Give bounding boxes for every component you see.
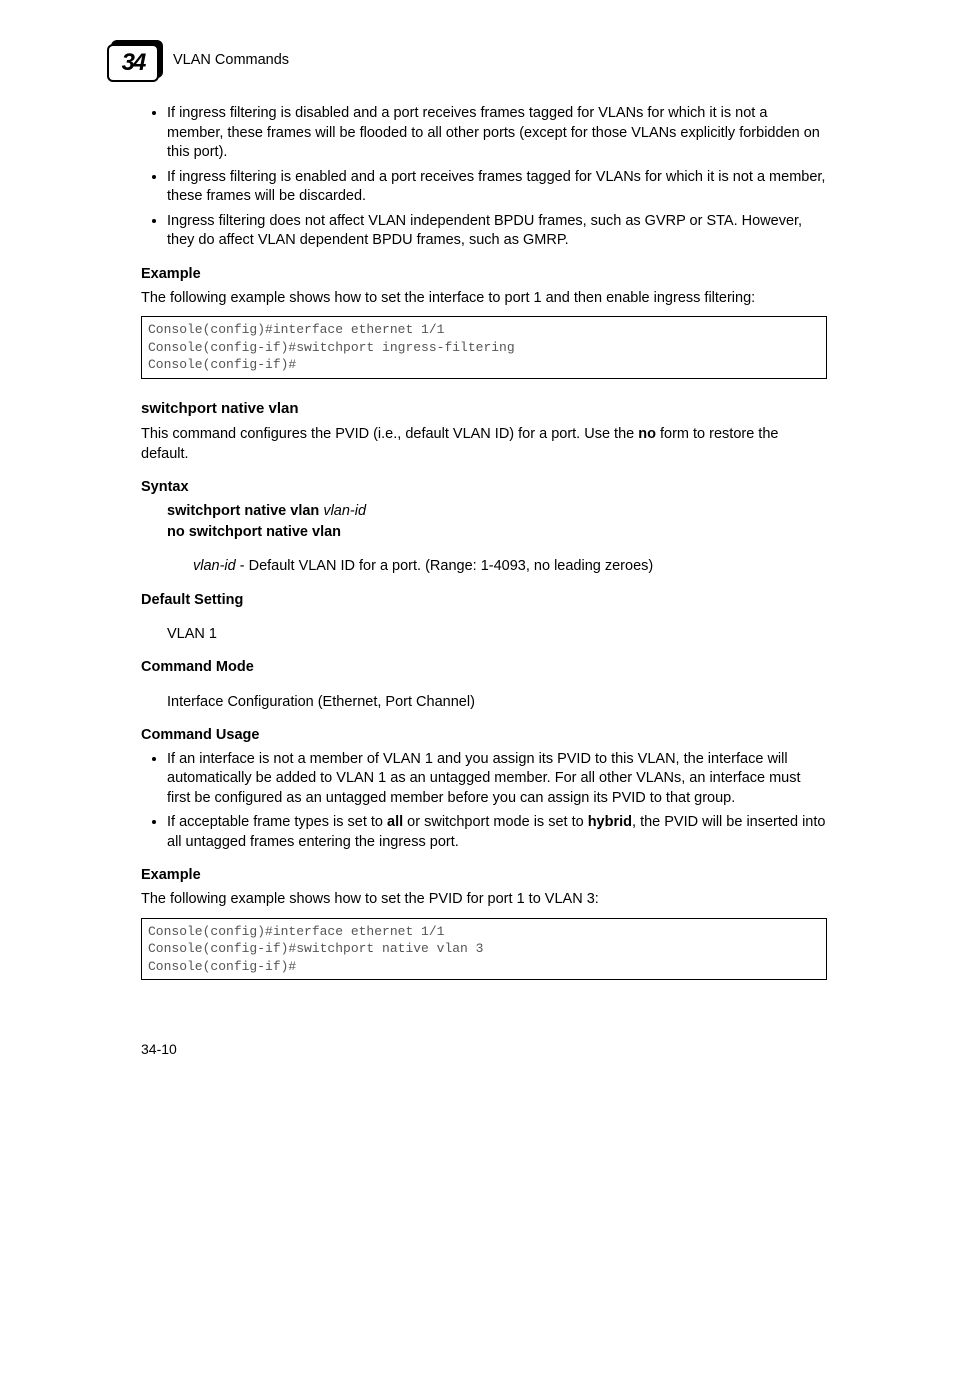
example-text: The following example shows how to set t…	[141, 289, 827, 309]
default-setting-value: VLAN 1	[167, 625, 827, 645]
syntax-cmd: switchport native vlan	[167, 503, 323, 519]
chapter-badge: 34	[107, 40, 165, 82]
command-mode-value: Interface Configuration (Ethernet, Port …	[167, 693, 827, 713]
syntax-heading: Syntax	[141, 478, 827, 498]
code-block: Console(config)#interface ethernet 1/1 C…	[141, 316, 827, 379]
bullet-item: If ingress filtering is disabled and a p…	[167, 104, 827, 163]
page-header: 34 VLAN Commands	[107, 40, 827, 82]
syntax-desc: vlan-id - Default VLAN ID for a port. (R…	[193, 557, 827, 577]
badge-number: 34	[107, 44, 159, 82]
command-usage-bullets: If an interface is not a member of VLAN …	[141, 750, 827, 853]
syntax-arg: vlan-id	[323, 503, 366, 519]
syntax-line: switchport native vlan vlan-id	[167, 502, 827, 522]
command-mode-heading: Command Mode	[141, 658, 827, 678]
intro-text: This command configures the PVID (i.e., …	[141, 426, 638, 442]
bullet-item: If ingress filtering is enabled and a po…	[167, 168, 827, 207]
syntax-line: no switchport native vlan	[167, 523, 827, 543]
bullet-text: If acceptable frame types is set to	[167, 814, 387, 830]
default-setting-heading: Default Setting	[141, 591, 827, 611]
command-usage-heading: Command Usage	[141, 726, 827, 746]
example-heading: Example	[141, 866, 827, 886]
code-block: Console(config)#interface ethernet 1/1 C…	[141, 918, 827, 981]
bullet-item: Ingress filtering does not affect VLAN i…	[167, 212, 827, 251]
bullet-bold: all	[387, 814, 403, 830]
syntax-lines: switchport native vlan vlan-id no switch…	[167, 502, 827, 543]
bullet-text: or switchport mode is set to	[403, 814, 588, 830]
intro-bold: no	[638, 426, 656, 442]
example-text: The following example shows how to set t…	[141, 890, 827, 910]
bullet-item: If an interface is not a member of VLAN …	[167, 750, 827, 809]
page: 34 VLAN Commands If ingress filtering is…	[67, 0, 887, 1119]
subsection-intro: This command configures the PVID (i.e., …	[141, 425, 827, 464]
header-title: VLAN Commands	[173, 51, 289, 71]
syntax-arg: vlan-id	[193, 558, 236, 574]
page-number: 34-10	[141, 1040, 827, 1059]
bullet-bold: hybrid	[588, 814, 632, 830]
ingress-filtering-bullets: If ingress filtering is disabled and a p…	[141, 104, 827, 251]
syntax-cmd: no switchport native vlan	[167, 524, 341, 540]
bullet-item: If acceptable frame types is set to all …	[167, 813, 827, 852]
example-heading: Example	[141, 265, 827, 285]
syntax-desc-text: - Default VLAN ID for a port. (Range: 1-…	[236, 558, 654, 574]
subsection-title: switchport native vlan	[141, 399, 827, 419]
